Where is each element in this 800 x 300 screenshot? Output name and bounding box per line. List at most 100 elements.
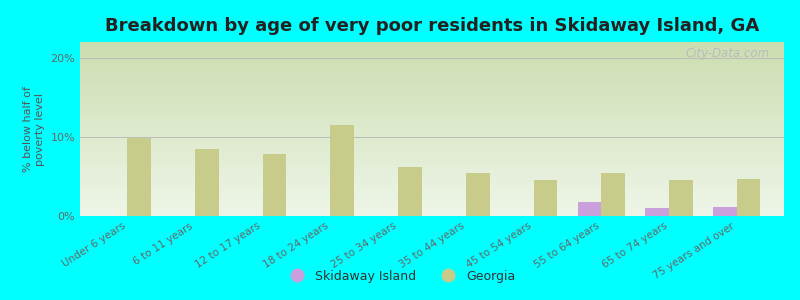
Bar	[80, 162, 784, 164]
Bar	[80, 92, 784, 94]
Bar	[80, 207, 784, 209]
Bar	[466, 172, 490, 216]
Bar	[646, 208, 669, 216]
Bar	[80, 117, 784, 118]
Title: Breakdown by age of very poor residents in Skidaway Island, GA: Breakdown by age of very poor residents …	[105, 17, 759, 35]
Legend: Skidaway Island, Georgia: Skidaway Island, Georgia	[279, 265, 521, 288]
Bar	[80, 103, 784, 105]
Bar	[80, 58, 784, 59]
Bar	[80, 63, 784, 64]
Bar	[669, 180, 693, 216]
Bar	[80, 155, 784, 157]
Bar	[80, 56, 784, 58]
Bar	[80, 204, 784, 206]
Bar	[80, 77, 784, 79]
Bar	[80, 84, 784, 85]
Bar	[80, 195, 784, 197]
Bar	[80, 47, 784, 49]
Bar	[80, 79, 784, 80]
Bar	[80, 108, 784, 110]
Bar	[80, 120, 784, 122]
Bar	[80, 66, 784, 68]
Bar	[80, 138, 784, 140]
Bar	[80, 183, 784, 185]
Bar	[80, 49, 784, 51]
Bar	[80, 68, 784, 70]
Bar	[80, 98, 784, 99]
Bar	[80, 185, 784, 186]
Bar	[80, 176, 784, 178]
Bar	[80, 164, 784, 166]
Bar	[80, 192, 784, 194]
Bar	[80, 110, 784, 112]
Bar	[80, 94, 784, 96]
Bar	[80, 181, 784, 183]
Bar	[80, 59, 784, 61]
Bar	[80, 85, 784, 87]
Bar	[80, 101, 784, 103]
Bar	[80, 122, 784, 124]
Bar	[80, 118, 784, 120]
Bar	[80, 52, 784, 54]
Bar	[80, 113, 784, 115]
Bar	[80, 200, 784, 202]
Bar	[80, 214, 784, 216]
Bar	[602, 173, 625, 216]
Bar	[80, 80, 784, 82]
Bar	[80, 127, 784, 129]
Bar	[80, 99, 784, 101]
Bar	[80, 160, 784, 162]
Bar	[80, 136, 784, 138]
Bar	[80, 46, 784, 47]
Bar	[80, 190, 784, 192]
Bar	[80, 143, 784, 145]
Bar	[80, 61, 784, 63]
Bar	[80, 174, 784, 176]
Bar	[80, 112, 784, 113]
Text: City-Data.com: City-Data.com	[686, 47, 770, 60]
Bar	[80, 211, 784, 212]
Bar	[80, 172, 784, 174]
Bar	[80, 96, 784, 98]
Bar	[80, 157, 784, 159]
Bar	[80, 169, 784, 171]
Bar	[80, 54, 784, 56]
Bar	[80, 202, 784, 204]
Bar	[127, 139, 151, 216]
Bar	[80, 129, 784, 131]
Bar	[80, 209, 784, 211]
Bar	[80, 51, 784, 52]
Bar	[80, 64, 784, 66]
Bar	[80, 42, 784, 44]
Bar	[80, 153, 784, 155]
Bar	[80, 186, 784, 188]
Bar	[80, 89, 784, 91]
Bar	[80, 75, 784, 77]
Bar	[80, 73, 784, 75]
Bar	[80, 179, 784, 181]
Bar	[80, 188, 784, 190]
Bar	[80, 159, 784, 160]
Bar	[80, 124, 784, 125]
Bar	[80, 197, 784, 199]
Bar	[80, 194, 784, 195]
Bar	[80, 199, 784, 200]
Bar	[80, 148, 784, 150]
Bar	[80, 125, 784, 127]
Bar	[80, 131, 784, 133]
Bar	[80, 145, 784, 146]
Bar	[80, 106, 784, 108]
Bar	[534, 180, 558, 216]
Bar	[80, 206, 784, 207]
Bar	[262, 154, 286, 216]
Bar	[80, 171, 784, 172]
Y-axis label: % below half of
poverty level: % below half of poverty level	[23, 86, 45, 172]
Bar	[80, 105, 784, 106]
Bar	[80, 166, 784, 167]
Bar	[80, 44, 784, 46]
Bar	[713, 207, 737, 216]
Bar	[80, 146, 784, 148]
Bar	[80, 152, 784, 153]
Bar	[80, 167, 784, 169]
Bar	[80, 87, 784, 89]
